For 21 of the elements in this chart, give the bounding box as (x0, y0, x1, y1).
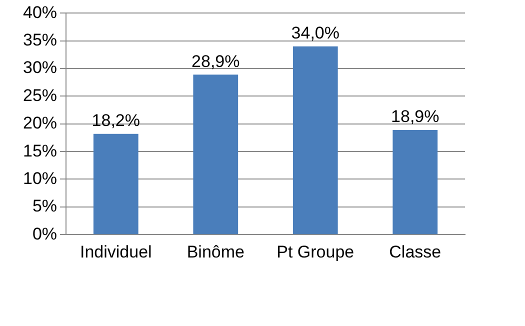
data-label: 28,9% (192, 52, 240, 71)
bar (93, 134, 138, 234)
data-label: 18,9% (391, 107, 440, 126)
y-tick-label: 30% (22, 58, 58, 78)
y-tick-label: 15% (22, 141, 58, 160)
bar (292, 46, 338, 234)
data-label: 34,0% (291, 24, 340, 43)
x-tick-label: Pt Groupe (276, 242, 354, 262)
x-tick-label: Classe (389, 242, 442, 262)
x-tick-label: Individuel (80, 242, 152, 262)
y-tick-label: 0% (32, 224, 58, 244)
x-tick-label: Binôme (186, 242, 244, 262)
bar (392, 130, 438, 234)
bar (193, 74, 238, 234)
y-tick-label: 35% (22, 30, 58, 50)
y-tick-label: 25% (22, 86, 58, 105)
y-tick-label: 10% (22, 168, 58, 188)
y-tick-label: 40% (22, 2, 58, 22)
data-label: 18,2% (92, 111, 140, 130)
y-tick-label: 5% (32, 196, 58, 216)
y-tick-label: 20% (22, 114, 58, 133)
